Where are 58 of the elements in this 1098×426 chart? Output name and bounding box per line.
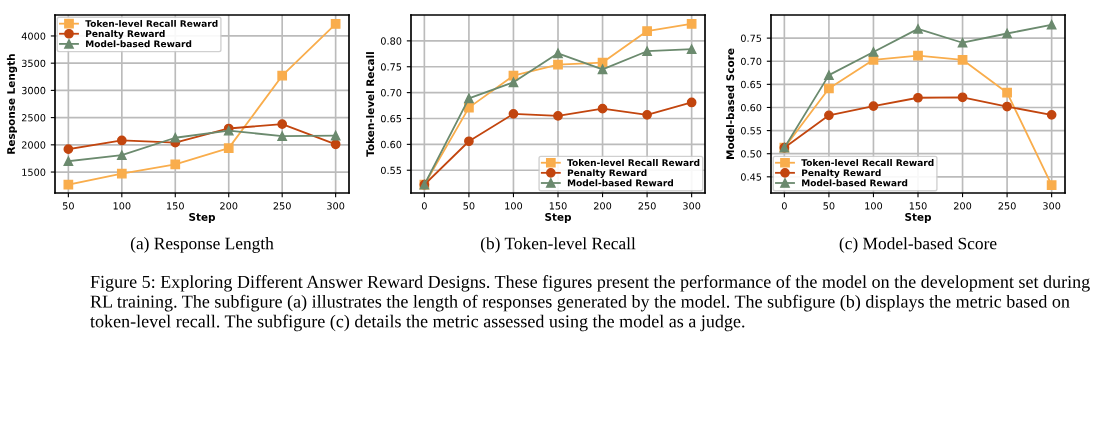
text: (b) Token-level Recall [480,237,636,253]
y-tick-label: 3000 [21,86,46,95]
x-tick-label: 150 [909,202,927,210]
x-tick-label: 200 [593,202,612,210]
y-tick-label: 0.75 [740,34,762,42]
x-tick-label: 50 [463,202,475,210]
y-tick-label: 0.80 [380,37,402,45]
y-tick-label: 0.65 [740,80,762,89]
y-tick-label: 0.70 [380,89,402,97]
legend-label: Penalty Reward [86,30,165,39]
x-tick-label: 100 [505,202,523,210]
x-tick-label: 300 [1043,202,1061,210]
y-tick-label: 4000 [21,32,46,40]
legend-label: Token-level Recall Reward [801,159,934,167]
text: (a) Response Length [130,237,274,253]
y-tick-label: 3500 [21,59,46,68]
x-axis-title: Step [189,213,216,223]
legend-label: Token-level Recall Reward [567,159,700,167]
x-tick-label: 300 [683,202,701,210]
legend-label: Penalty Reward [567,169,647,178]
x-tick-label: 250 [638,202,656,210]
y-tick-label: 0.45 [740,173,762,181]
x-tick-label: 100 [865,202,883,210]
x-tick-label: 50 [823,202,835,210]
legend-label: Penalty Reward [802,169,881,178]
y-tick-label: 2000 [21,141,46,149]
x-tick-label: 0 [421,202,427,210]
x-tick-label: 150 [549,202,567,210]
x-tick-label: 150 [167,202,184,210]
y-tick-label: 0.55 [740,127,762,135]
y-tick-label: 0.60 [380,140,402,149]
x-tick-label: 200 [220,202,238,210]
legend-label: Model-based Reward [567,179,673,187]
y-tick-label: 2500 [21,114,46,122]
legend-label: Model-based Reward [86,40,192,48]
x-tick-label: 0 [781,202,787,210]
legend-label: Model-based Reward [802,179,908,187]
y-tick-label: 0.70 [740,57,762,66]
text: (c) Model-based Score [839,237,997,253]
y-tick-label: 0.60 [740,103,762,112]
x-axis-title: Step [905,213,932,223]
y-tick-label: 0.65 [380,114,402,123]
x-tick-label: 100 [113,202,131,210]
x-axis-title: Step [545,213,572,223]
y-axis-title: Token-level Recall [366,52,375,157]
legend-label: Token-level Recall Reward [85,19,218,27]
y-tick-label: 0.75 [380,63,402,71]
y-tick-label: 0.50 [740,150,762,158]
x-tick-label: 300 [327,202,345,210]
caption: Figure 5: Exploring Different Answer Reward Designs. These figures present the performance of the model on the development set during RL training. The subfigure (a) illustrates the length of responses generated by the model. The subfigure (b) displays the metric based on token-level recall. The subfigure (c) details the metric assessed using the model as a judge. [90,275,1090,332]
x-tick-label: 200 [953,202,972,210]
y-axis-title: Response Length [6,54,18,154]
x-tick-label: 250 [998,202,1016,210]
x-tick-label: 50 [62,202,74,210]
y-tick-label: 0.55 [380,166,402,175]
y-tick-label: 1500 [22,168,46,176]
y-axis-title: Model-based Score [726,48,735,159]
x-tick-label: 250 [273,202,291,210]
